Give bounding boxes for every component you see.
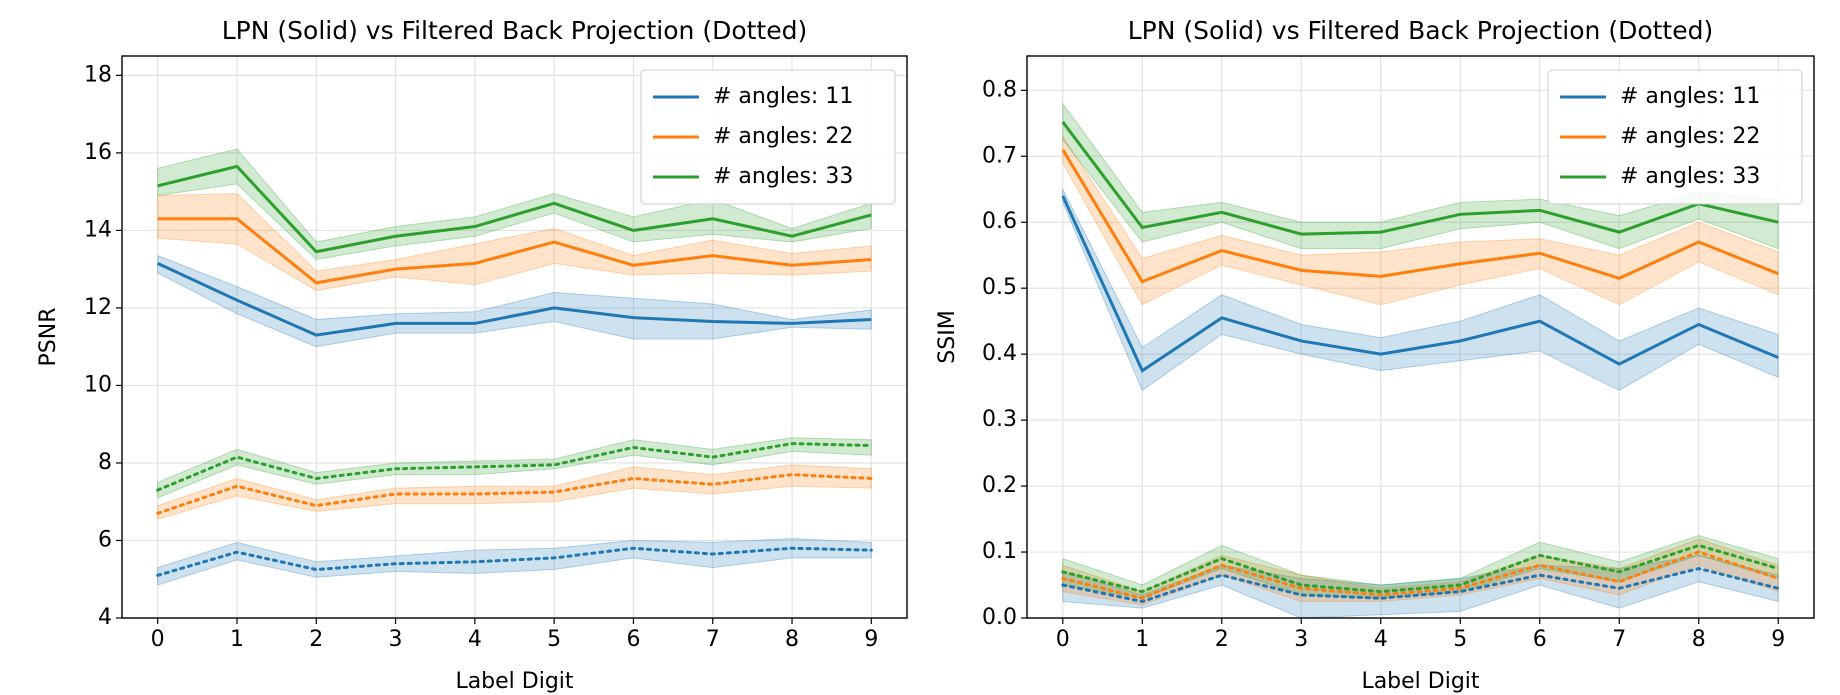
legend-label: # angles: 11	[1620, 84, 1760, 109]
error-band	[1062, 554, 1779, 619]
error-band	[1062, 101, 1779, 250]
y-tick-label: 0.3	[982, 407, 1017, 432]
x-tick-label: 7	[1612, 627, 1626, 652]
series-line	[1061, 148, 1779, 284]
chart: LPN (Solid) vs Filtered Back Projection …	[36, 16, 908, 694]
series-line	[1061, 550, 1780, 600]
series-line	[1061, 543, 1780, 594]
series-line	[157, 217, 872, 285]
y-tick-label: 0.7	[982, 143, 1017, 168]
series-line	[157, 261, 872, 337]
legend: # angles: 11 # angles: 22 # angles: 33	[640, 69, 896, 205]
y-tick-label: 18	[84, 62, 112, 87]
y-tick-label: 14	[84, 217, 112, 242]
legend-box	[640, 69, 896, 205]
error-band	[1062, 189, 1779, 392]
x-tick-label: 4	[1374, 627, 1388, 652]
y-tick-label: 0.2	[982, 473, 1017, 498]
x-tick-label: 5	[1453, 627, 1467, 652]
legend-label: # angles: 11	[713, 84, 853, 109]
y-tick-label: 0.8	[982, 77, 1017, 102]
y-tick-label: 10	[84, 372, 112, 397]
x-tick-label: 0	[1056, 627, 1070, 652]
series-line	[1061, 195, 1779, 373]
legend-box	[1547, 69, 1803, 205]
x-tick-label: 6	[626, 627, 640, 652]
x-tick-label: 3	[1294, 627, 1308, 652]
x-tick-label: 2	[1215, 627, 1229, 652]
x-axis-label: Label Digit	[455, 669, 573, 694]
legend-label: # angles: 33	[1620, 164, 1760, 189]
y-tick-label: 6	[98, 527, 112, 552]
series-line	[1061, 121, 1779, 236]
x-tick-label: 6	[1533, 627, 1547, 652]
series-line	[156, 442, 873, 492]
chart-title: LPN (Solid) vs Filtered Back Projection …	[1128, 16, 1713, 45]
y-tick-label: 0.0	[982, 605, 1017, 630]
x-tick-label: 3	[389, 627, 403, 652]
error-band	[157, 254, 872, 348]
y-tick-label: 16	[84, 140, 112, 165]
x-tick-label: 4	[468, 627, 482, 652]
error-band	[1062, 538, 1779, 606]
y-tick-label: 0.6	[982, 209, 1017, 234]
legend-label: # angles: 22	[713, 124, 853, 149]
series-line	[1061, 566, 1780, 604]
x-axis-label: Label Digit	[1361, 669, 1479, 694]
series-line	[156, 546, 873, 577]
error-band	[157, 437, 872, 499]
error-band	[1062, 134, 1779, 306]
legend-label: # angles: 22	[1620, 124, 1760, 149]
x-tick-label: 5	[547, 627, 561, 652]
y-tick-label: 4	[98, 605, 112, 630]
y-axis-label: SSIM	[935, 310, 960, 363]
y-tick-label: 0.5	[982, 275, 1017, 300]
legend-label: # angles: 33	[713, 164, 853, 189]
x-tick-label: 8	[785, 627, 799, 652]
x-tick-label: 9	[1771, 627, 1785, 652]
error-band	[157, 464, 872, 520]
error-band	[157, 193, 872, 292]
y-tick-label: 8	[98, 450, 112, 475]
x-tick-label: 0	[151, 627, 165, 652]
x-tick-label: 8	[1692, 627, 1706, 652]
x-tick-label: 2	[309, 627, 323, 652]
x-tick-label: 9	[864, 627, 878, 652]
plot-frame	[121, 55, 908, 619]
error-band	[157, 148, 872, 261]
plot-frame	[1026, 55, 1815, 619]
x-tick-label: 1	[1135, 627, 1149, 652]
chart-title: LPN (Solid) vs Filtered Back Projection …	[222, 16, 807, 45]
y-tick-label: 0.4	[982, 341, 1017, 366]
legend: # angles: 11 # angles: 22 # angles: 33	[1547, 69, 1803, 205]
x-tick-label: 1	[230, 627, 244, 652]
series-line	[156, 473, 873, 515]
y-tick-label: 0.1	[982, 539, 1017, 564]
y-axis-label: PSNR	[36, 308, 61, 367]
chart: LPN (Solid) vs Filtered Back Projection …	[935, 16, 1815, 694]
y-tick-label: 12	[84, 295, 112, 320]
error-band	[157, 538, 872, 586]
x-tick-label: 7	[706, 627, 720, 652]
series-line	[157, 164, 872, 254]
